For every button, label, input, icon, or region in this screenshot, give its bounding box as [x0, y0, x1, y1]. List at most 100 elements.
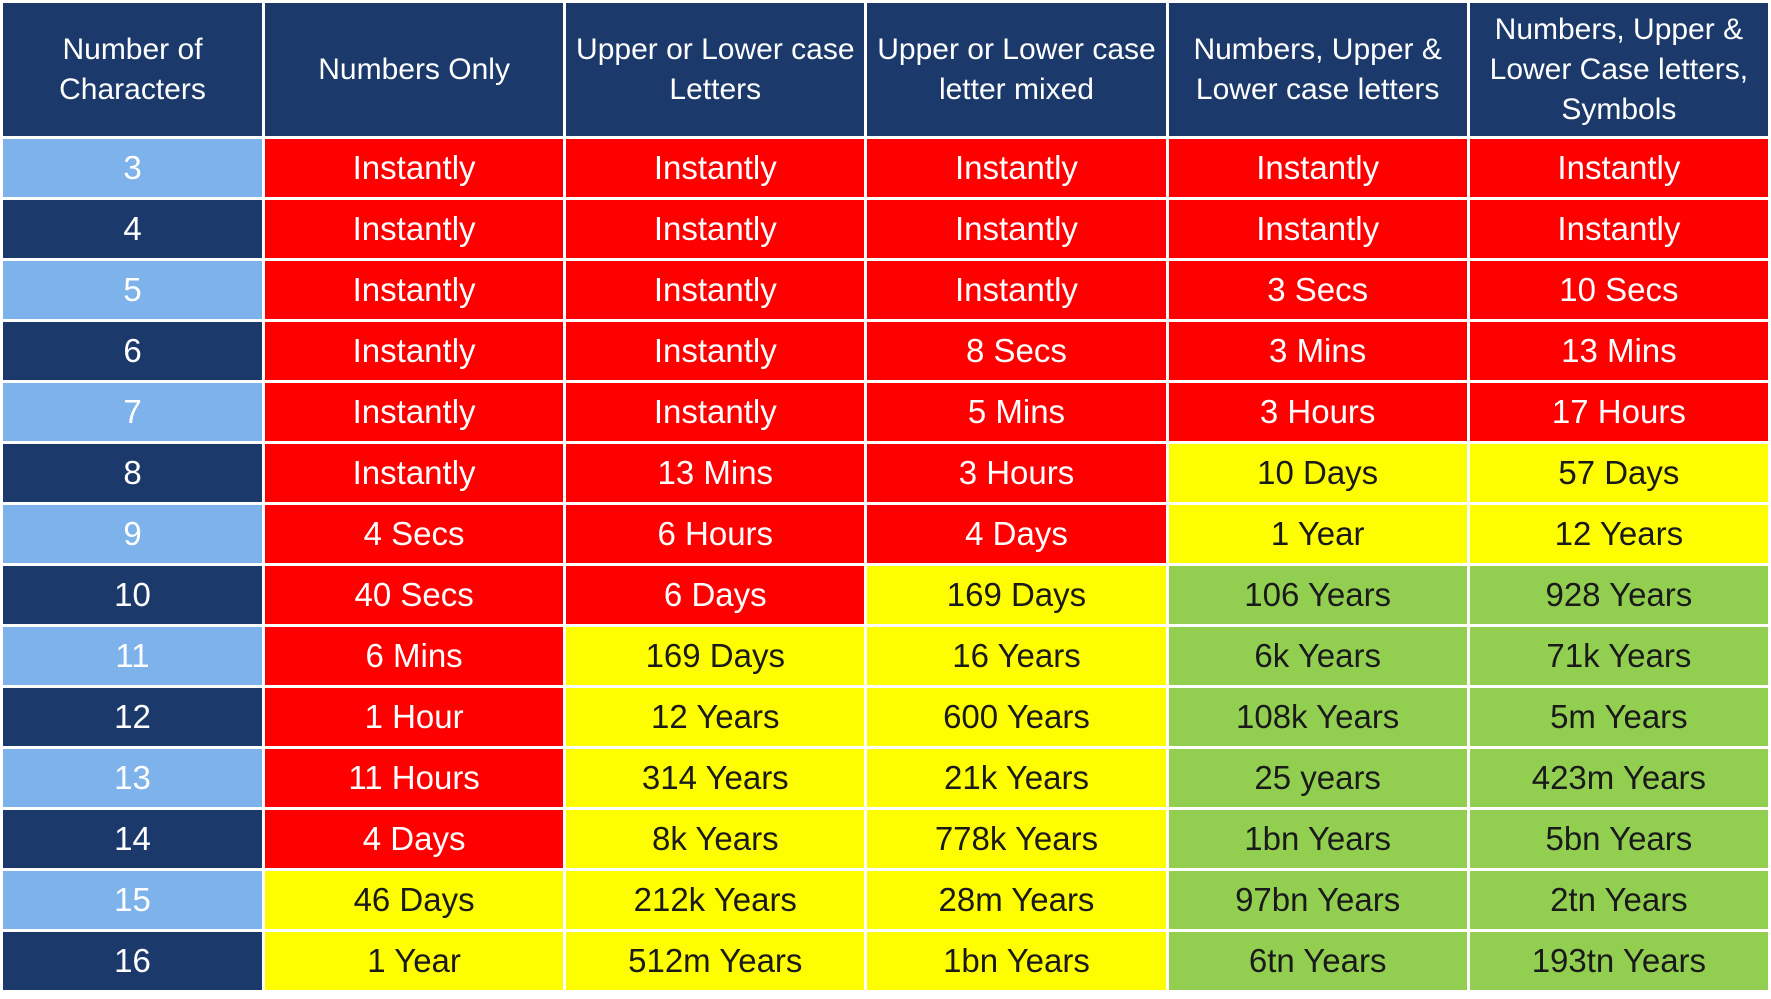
table-cell: 169 Days: [566, 627, 865, 685]
table-cell: 12 Years: [1469, 505, 1768, 563]
row-label-characters: 14: [3, 810, 262, 868]
column-header: Upper or Lower case Letters: [566, 3, 865, 136]
table-cell: 46 Days: [265, 871, 564, 929]
row-label-characters: 4: [3, 200, 262, 258]
table-body: 3 Instantly Instantly Instantly Instantly Ins…: [3, 139, 1768, 990]
table-cell: Instantly: [1168, 139, 1467, 197]
table-cell: Instantly: [265, 200, 564, 258]
table-cell: 3 Mins: [1168, 322, 1467, 380]
table-cell: 3 Hours: [867, 444, 1166, 502]
table-cell: Instantly: [566, 322, 865, 380]
table-cell: Instantly: [1469, 200, 1768, 258]
table-cell: 16 Years: [867, 627, 1166, 685]
table-cell: Instantly: [265, 322, 564, 380]
table-cell: 5m Years: [1469, 688, 1768, 746]
table-row: 8 Instantly 13 Mins 3 Hours 10 Days 57 Days: [3, 444, 1768, 502]
row-label-characters: 10: [3, 566, 262, 624]
table-cell: 4 Days: [265, 810, 564, 868]
column-header: Number of Characters: [3, 3, 262, 136]
table-cell: Instantly: [265, 261, 564, 319]
row-label-characters: 5: [3, 261, 262, 319]
row-label-characters: 11: [3, 627, 262, 685]
table-row: 4 Instantly Instantly Instantly Instantly Ins…: [3, 200, 1768, 258]
table-cell: 8k Years: [566, 810, 865, 868]
table-row: 14 4 Days 8k Years 778k Years 1bn Years 5bn Y…: [3, 810, 1768, 868]
table-cell: 3 Hours: [1168, 383, 1467, 441]
table-cell: 106 Years: [1168, 566, 1467, 624]
table-cell: Instantly: [867, 139, 1166, 197]
table-cell: Instantly: [265, 139, 564, 197]
column-header: Numbers, Upper & Lower case letters: [1168, 3, 1467, 136]
table-cell: 6k Years: [1168, 627, 1467, 685]
table-cell: 314 Years: [566, 749, 865, 807]
table-cell: 3 Secs: [1168, 261, 1467, 319]
table-cell: 423m Years: [1469, 749, 1768, 807]
table-cell: Instantly: [566, 200, 865, 258]
column-header: Upper or Lower case letter mixed: [867, 3, 1166, 136]
table-cell: Instantly: [265, 444, 564, 502]
table-header-row: Number of Characters Numbers Only Upper …: [3, 3, 1768, 136]
table-cell: 1bn Years: [867, 932, 1166, 990]
row-label-characters: 15: [3, 871, 262, 929]
table-cell: 1 Year: [1168, 505, 1467, 563]
table-row: 7 Instantly Instantly 5 Mins 3 Hours 17 Hours: [3, 383, 1768, 441]
table-cell: 6 Days: [566, 566, 865, 624]
table-cell: 193tn Years: [1469, 932, 1768, 990]
table-cell: 25 years: [1168, 749, 1467, 807]
table-cell: 6 Mins: [265, 627, 564, 685]
table-cell: 71k Years: [1469, 627, 1768, 685]
row-label-characters: 3: [3, 139, 262, 197]
table-cell: 1 Year: [265, 932, 564, 990]
table-cell: 1bn Years: [1168, 810, 1467, 868]
table-cell: 8 Secs: [867, 322, 1166, 380]
table-cell: 108k Years: [1168, 688, 1467, 746]
table-cell: 1 Hour: [265, 688, 564, 746]
table-cell: 928 Years: [1469, 566, 1768, 624]
table-row: 5 Instantly Instantly Instantly 3 Secs 10 Sec…: [3, 261, 1768, 319]
column-header: Numbers, Upper & Lower Case letters, Sym…: [1469, 3, 1768, 136]
table-cell: 28m Years: [867, 871, 1166, 929]
table-cell: 10 Secs: [1469, 261, 1768, 319]
table-cell: 4 Secs: [265, 505, 564, 563]
table-row: 16 1 Year 512m Years 1bn Years 6tn Years 193t…: [3, 932, 1768, 990]
table-row: 12 1 Hour 12 Years 600 Years 108k Years 5m Ye…: [3, 688, 1768, 746]
table-cell: 97bn Years: [1168, 871, 1467, 929]
table-cell: 13 Mins: [566, 444, 865, 502]
table-cell: 12 Years: [566, 688, 865, 746]
table-cell: 40 Secs: [265, 566, 564, 624]
row-label-characters: 9: [3, 505, 262, 563]
table-cell: 11 Hours: [265, 749, 564, 807]
table-row: 6 Instantly Instantly 8 Secs 3 Mins 13 Mins: [3, 322, 1768, 380]
table-row: 13 11 Hours 314 Years 21k Years 25 years 423m…: [3, 749, 1768, 807]
table-row: 10 40 Secs 6 Days 169 Days 106 Years 928 Year…: [3, 566, 1768, 624]
table-row: 15 46 Days 212k Years 28m Years 97bn Years 2t…: [3, 871, 1768, 929]
table-cell: 6 Hours: [566, 505, 865, 563]
table-cell: 5 Mins: [867, 383, 1166, 441]
table-row: 11 6 Mins 169 Days 16 Years 6k Years 71k Year…: [3, 627, 1768, 685]
row-label-characters: 7: [3, 383, 262, 441]
row-label-characters: 13: [3, 749, 262, 807]
table-cell: 5bn Years: [1469, 810, 1768, 868]
table-cell: Instantly: [566, 261, 865, 319]
table-cell: Instantly: [566, 383, 865, 441]
table-cell: 13 Mins: [1469, 322, 1768, 380]
table-cell: Instantly: [566, 139, 865, 197]
row-label-characters: 6: [3, 322, 262, 380]
row-label-characters: 16: [3, 932, 262, 990]
table-cell: Instantly: [265, 383, 564, 441]
table-cell: 10 Days: [1168, 444, 1467, 502]
table-cell: 2tn Years: [1469, 871, 1768, 929]
table-cell: 57 Days: [1469, 444, 1768, 502]
column-header: Numbers Only: [265, 3, 564, 136]
table-cell: 17 Hours: [1469, 383, 1768, 441]
table-cell: 21k Years: [867, 749, 1166, 807]
row-label-characters: 8: [3, 444, 262, 502]
table-cell: Instantly: [1469, 139, 1768, 197]
table-cell: 169 Days: [867, 566, 1166, 624]
row-label-characters: 12: [3, 688, 262, 746]
table-cell: 4 Days: [867, 505, 1166, 563]
table-cell: 600 Years: [867, 688, 1166, 746]
